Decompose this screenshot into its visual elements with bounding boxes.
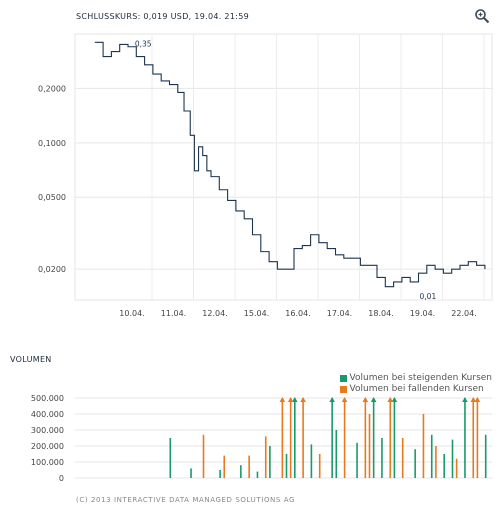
volume-ytick-label: 100.000 bbox=[31, 458, 64, 467]
price-xtick-label: 18.04. bbox=[368, 309, 393, 318]
volume-overflow-arrow bbox=[470, 397, 477, 402]
volume-chart: 0 100.000 200.000 300.000 400.000 500.000 bbox=[31, 394, 492, 483]
volume-bar-falling bbox=[223, 455, 226, 478]
volume-bar-rising bbox=[484, 434, 487, 478]
legend-label-falling: Volumen bei fallenden Kursen bbox=[349, 384, 484, 394]
volume-bar-falling bbox=[248, 455, 250, 478]
price-annotation: 0,35 bbox=[135, 39, 152, 48]
volume-bar-rising bbox=[464, 398, 466, 478]
volume-bar-rising bbox=[331, 398, 333, 478]
volume-bar-rising bbox=[256, 471, 259, 478]
volume-bar-rising bbox=[335, 430, 338, 478]
volume-ytick-label: 500.000 bbox=[31, 394, 64, 403]
volume-overflow-arrow bbox=[300, 397, 306, 402]
volume-bar-falling bbox=[289, 398, 292, 478]
volume-overflow-arrow bbox=[362, 397, 369, 402]
volume-bar-rising bbox=[285, 454, 288, 478]
volume-bar-falling bbox=[435, 446, 437, 478]
legend-swatch-rising bbox=[339, 375, 347, 382]
price-chart: 0,2000 0,1000 0,0500 0,0200 10.04. 11.04. 12.… bbox=[38, 33, 493, 318]
volume-bar-falling bbox=[455, 458, 458, 478]
price-xtick-label: 12.04. bbox=[202, 309, 227, 318]
volume-overflow-arrow bbox=[329, 397, 335, 402]
volume-overflow-arrow bbox=[387, 397, 394, 402]
volume-bar-rising bbox=[430, 434, 433, 478]
volume-bar-falling bbox=[302, 398, 304, 478]
legend-item-falling: Volumen bei fallenden Kursen bbox=[339, 384, 492, 395]
volume-overflow-arrow bbox=[474, 397, 481, 402]
price-ytick-label: 0,1000 bbox=[38, 139, 66, 148]
volume-bar-falling bbox=[476, 398, 479, 478]
volume-bar-rising bbox=[310, 444, 313, 478]
volume-bar-rising bbox=[294, 398, 296, 478]
zoom-magnifier-icon[interactable] bbox=[474, 8, 490, 24]
volume-bar-rising bbox=[240, 465, 242, 478]
legend-label-rising: Volumen bei steigenden Kursen bbox=[349, 373, 492, 383]
price-xtick-label: 11.04. bbox=[161, 309, 186, 318]
volume-ytick-label: 0 bbox=[59, 474, 64, 483]
volume-bar-falling bbox=[202, 434, 205, 478]
volume-bar-falling bbox=[281, 398, 284, 478]
volume-overflow-arrow bbox=[391, 397, 398, 402]
volume-overflow-arrow bbox=[279, 397, 286, 402]
volume-bar-rising bbox=[451, 439, 454, 478]
price-ytick-label: 0,0500 bbox=[38, 193, 66, 202]
volume-bar-falling bbox=[401, 438, 404, 478]
volume-bar-falling bbox=[343, 398, 346, 478]
price-annotation: 0,01 bbox=[420, 292, 437, 301]
volume-title: VOLUMEN bbox=[10, 355, 52, 364]
price-xtick-label: 19.04. bbox=[410, 309, 435, 318]
volume-bar-falling bbox=[364, 398, 367, 478]
price-xtick-label: 16.04. bbox=[285, 309, 310, 318]
price-plot-frame bbox=[74, 33, 493, 301]
volume-overflow-arrow bbox=[370, 397, 377, 402]
legend-item-rising: Volumen bei steigenden Kursen bbox=[339, 373, 492, 384]
volume-bar-rising bbox=[356, 442, 358, 478]
volume-overflow-arrow bbox=[287, 397, 294, 402]
volume-bar-rising bbox=[269, 446, 271, 478]
copyright-footer: (C) 2013 INTERACTIVE DATA MANAGED SOLUTI… bbox=[76, 496, 296, 504]
volume-bar-rising bbox=[393, 398, 396, 478]
volume-bar-rising bbox=[190, 468, 192, 478]
volume-bar-falling bbox=[368, 414, 371, 478]
volume-ytick-label: 400.000 bbox=[31, 410, 64, 419]
price-series-line bbox=[94, 41, 486, 288]
volume-bar-falling bbox=[264, 436, 267, 478]
volume-bar-rising bbox=[414, 449, 416, 478]
volume-bar-falling bbox=[318, 454, 321, 478]
volume-overflow-arrow bbox=[341, 397, 348, 402]
volume-ytick-label: 200.000 bbox=[31, 442, 64, 451]
volume-legend: Volumen bei steigenden Kursen Volumen be… bbox=[339, 373, 492, 395]
volume-ytick-label: 300.000 bbox=[31, 426, 64, 435]
volume-bar-falling bbox=[422, 414, 425, 478]
price-xtick-label: 22.04. bbox=[451, 309, 476, 318]
price-xtick-label: 15.04. bbox=[244, 309, 269, 318]
chart-title: SCHLUSSKURS: 0,019 USD, 19.04. 21:59 bbox=[76, 12, 249, 21]
volume-overflow-arrow bbox=[292, 397, 298, 402]
legend-swatch-falling bbox=[339, 386, 347, 393]
volume-bar-rising bbox=[219, 470, 221, 478]
volume-bar-rising bbox=[372, 398, 375, 478]
price-xtick-label: 10.04. bbox=[119, 309, 144, 318]
price-ytick-label: 0,0200 bbox=[38, 265, 66, 274]
price-ytick-label: 0,2000 bbox=[38, 84, 66, 93]
volume-bar-falling bbox=[472, 398, 475, 478]
volume-bar-rising bbox=[169, 438, 172, 478]
volume-overflow-arrow bbox=[462, 397, 468, 402]
price-xtick-label: 17.04. bbox=[327, 309, 352, 318]
volume-bar-falling bbox=[389, 398, 392, 478]
volume-bar-rising bbox=[381, 438, 383, 478]
volume-bar-rising bbox=[443, 454, 445, 478]
